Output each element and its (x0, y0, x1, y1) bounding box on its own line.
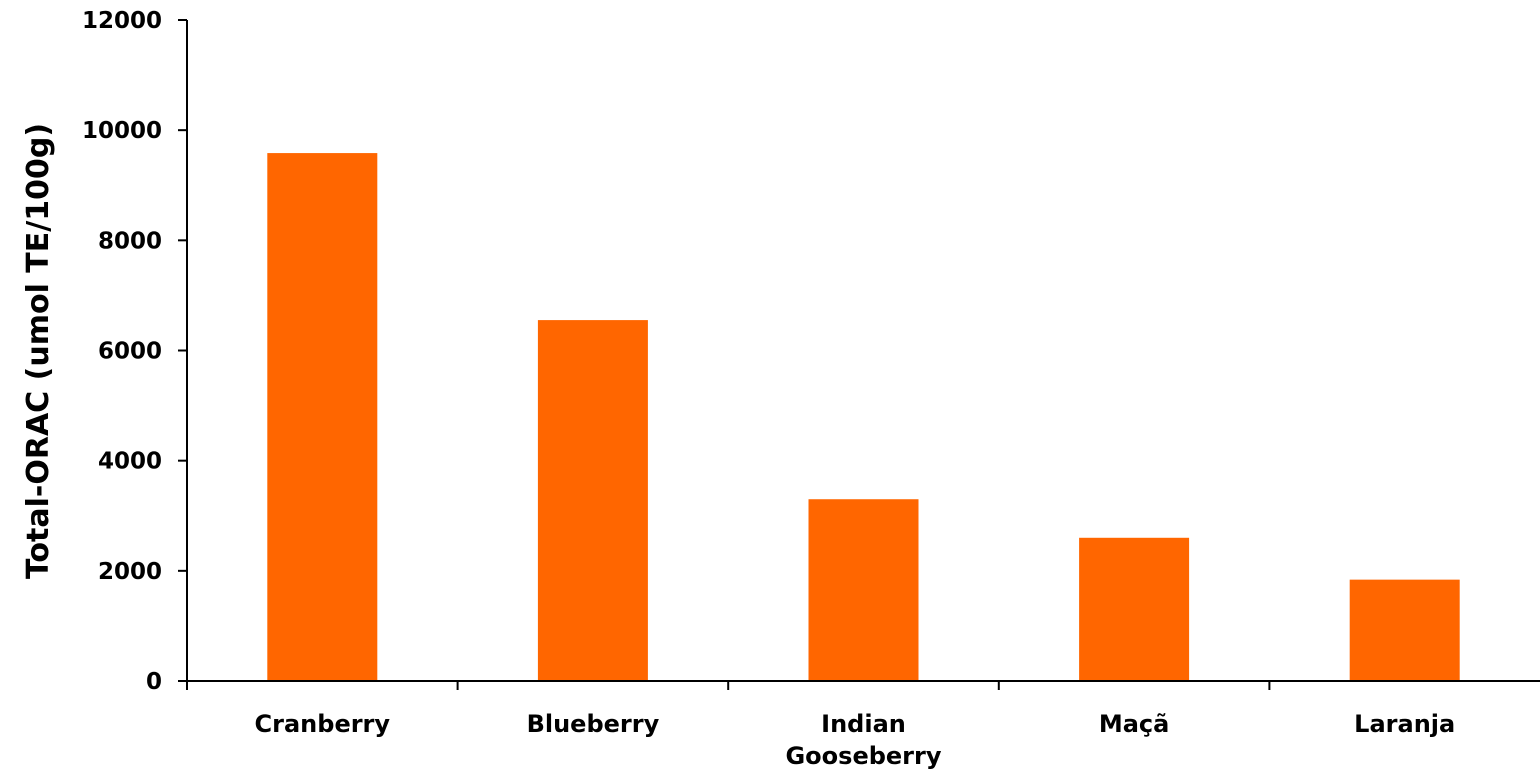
y-tick-label: 8000 (98, 228, 162, 254)
y-tick-label: 0 (146, 669, 162, 695)
y-tick-label: 2000 (98, 559, 162, 585)
x-ticks-group (186, 681, 1271, 690)
x-category-label: Cranberry (255, 710, 391, 738)
y-axis-title: Total-ORAC (umol TE/100g) (21, 123, 56, 579)
x-category-label: Blueberry (527, 710, 660, 738)
x-labels-group: Cranberry Blueberry Indian Gooseberry Maçã La… (255, 710, 1456, 770)
x-category-label-line: Laranja (1354, 710, 1455, 738)
x-category-label: Laranja (1354, 710, 1455, 738)
x-category-label-line: Cranberry (255, 710, 391, 738)
bar-cranberry (267, 153, 378, 682)
y-ticks-group: 0 2000 4000 6000 8000 10000 12000 (82, 8, 187, 695)
y-tick-label: 12000 (82, 8, 162, 34)
bar-ma- (1079, 537, 1190, 681)
x-category-label-line: Blueberry (527, 710, 660, 738)
x-category-label-line: Indian (821, 710, 906, 738)
bars-group (267, 153, 1460, 682)
x-category-label: Maçã (1099, 710, 1170, 738)
bar-laranja (1349, 579, 1460, 681)
y-tick-label: 4000 (98, 449, 162, 475)
x-category-label-line: Maçã (1099, 710, 1170, 738)
x-category-label-line: Gooseberry (785, 742, 941, 770)
x-category-label: Indian Gooseberry (785, 710, 941, 770)
bar-indian-gooseberry (808, 499, 919, 681)
bar-blueberry (537, 320, 648, 681)
y-tick-label: 10000 (82, 118, 162, 144)
y-tick-label: 6000 (98, 339, 162, 365)
